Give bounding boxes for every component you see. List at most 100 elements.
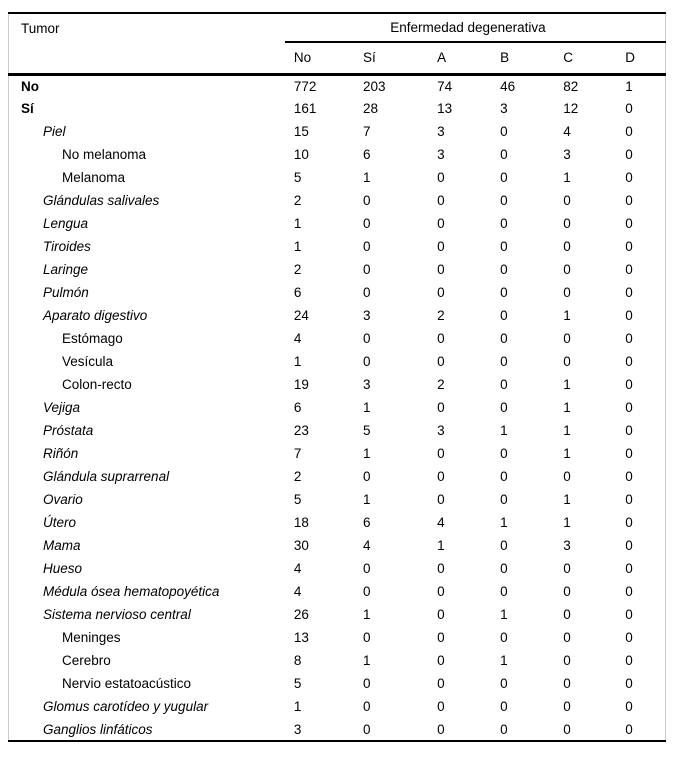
value-cell: 0 — [500, 469, 508, 484]
value-cell: 0 — [362, 354, 371, 369]
value-cell: 1 — [563, 400, 571, 415]
row-label: Colon-recto — [62, 377, 132, 392]
table-row: Nervio estatoacústico 5 0 0 0 0 0 — [9, 672, 666, 695]
value-cell: 0 — [362, 331, 371, 346]
value-cell: 0 — [563, 331, 571, 346]
table-row: Lengua 1 0 0 0 0 0 — [9, 212, 666, 235]
row-label: Estómago — [62, 331, 123, 346]
table-row: Glándulas salivales 2 0 0 0 0 0 — [9, 189, 666, 212]
value-cell: 0 — [625, 400, 633, 415]
value-cell: 0 — [625, 216, 633, 231]
value-cell: 0 — [563, 193, 571, 208]
value-cell: 0 — [500, 193, 508, 208]
row-label: Ovario — [43, 492, 83, 507]
value-cell: 0 — [500, 630, 508, 645]
table-row: Piel 15 7 3 0 4 0 — [9, 120, 666, 143]
row-label: Glomus carotídeo y yugular — [43, 699, 209, 714]
table-row: Hueso 4 0 0 0 0 0 — [9, 557, 666, 580]
value-cell: 3 — [563, 147, 571, 162]
table-row: Glomus carotídeo y yugular 1 0 0 0 0 0 — [9, 695, 666, 718]
row-label: Tiroides — [43, 239, 91, 254]
row-label: Útero — [43, 515, 77, 530]
row-label: Glándulas salivales — [43, 193, 160, 208]
value-cell: 0 — [500, 285, 508, 300]
row-label: Pulmón — [43, 285, 89, 300]
value-cell: 1 — [563, 492, 571, 507]
value-cell: 5 — [293, 170, 302, 185]
value-cell: 1 — [500, 423, 508, 438]
row-label: Sistema nervioso central — [43, 607, 191, 622]
value-cell: 6 — [362, 147, 371, 162]
value-cell: 4 — [437, 515, 445, 530]
value-cell: 1 — [362, 492, 371, 507]
value-cell: 203 — [362, 78, 386, 94]
value-cell: 0 — [625, 492, 633, 507]
value-cell: 0 — [500, 262, 508, 277]
value-cell: 0 — [500, 308, 508, 323]
value-cell: 0 — [437, 170, 445, 185]
value-cell: 0 — [437, 400, 445, 415]
value-cell: 1 — [293, 239, 302, 254]
value-cell: 0 — [500, 400, 508, 415]
table-row: Sí 161 28 13 3 12 0 — [9, 97, 666, 120]
table-row: Colon-recto 19 3 2 0 1 0 — [9, 373, 666, 396]
row-label: Aparato digestivo — [43, 308, 148, 323]
value-cell: 4 — [293, 584, 302, 599]
value-cell: 0 — [500, 721, 508, 737]
value-cell: 0 — [500, 446, 508, 461]
value-cell: 1 — [563, 377, 571, 392]
column-header-tumor: Tumor — [21, 20, 60, 36]
column-header: B — [491, 42, 555, 76]
value-cell: 0 — [625, 101, 633, 116]
value-cell: 0 — [625, 515, 633, 530]
value-cell: 0 — [437, 262, 445, 277]
row-label: Nervio estatoacústico — [62, 676, 192, 691]
value-cell: 0 — [500, 676, 508, 691]
value-cell: 7 — [362, 124, 371, 139]
value-cell: 0 — [625, 308, 633, 323]
table-row: Ganglios linfáticos 3 0 0 0 0 0 — [9, 718, 666, 741]
row-label: Riñón — [43, 446, 79, 461]
value-cell: 0 — [500, 331, 508, 346]
value-cell: 0 — [362, 676, 371, 691]
value-cell: 13 — [437, 101, 453, 116]
row-label: Vejiga — [43, 400, 81, 415]
value-cell: 0 — [362, 699, 371, 714]
value-cell: 12 — [563, 101, 579, 116]
row-label: Hueso — [43, 561, 83, 576]
value-cell: 2 — [437, 377, 445, 392]
value-cell: 772 — [293, 78, 317, 94]
value-cell: 0 — [563, 469, 571, 484]
value-cell: 0 — [625, 446, 633, 461]
value-cell: 0 — [563, 262, 571, 277]
value-cell: 0 — [625, 285, 633, 300]
value-cell: 24 — [293, 308, 309, 323]
value-cell: 3 — [362, 308, 371, 323]
value-cell: 0 — [625, 630, 633, 645]
value-cell: 3 — [563, 538, 571, 553]
value-cell: 0 — [500, 584, 508, 599]
value-cell: 0 — [437, 331, 445, 346]
value-cell: 4 — [362, 538, 371, 553]
row-label: No — [21, 78, 39, 94]
value-cell: 0 — [563, 584, 571, 599]
value-cell: 0 — [625, 423, 633, 438]
value-cell: 2 — [293, 193, 302, 208]
value-cell: 0 — [563, 607, 571, 622]
value-cell: 0 — [625, 676, 633, 691]
value-cell: 0 — [625, 262, 633, 277]
value-cell: 1 — [500, 515, 508, 530]
value-cell: 0 — [625, 331, 633, 346]
value-cell: 4 — [293, 331, 302, 346]
value-cell: 0 — [625, 561, 633, 576]
row-label: Melanoma — [62, 170, 126, 185]
value-cell: 18 — [293, 515, 309, 530]
row-label: Glándula suprarrenal — [43, 469, 170, 484]
value-cell: 0 — [563, 285, 571, 300]
value-cell: 0 — [362, 721, 371, 737]
table-row: Vejiga 6 1 0 0 1 0 — [9, 396, 666, 419]
value-cell: 1 — [625, 78, 633, 94]
value-cell: 0 — [437, 607, 445, 622]
value-cell: 26 — [293, 607, 309, 622]
column-header: Sí — [353, 42, 429, 76]
